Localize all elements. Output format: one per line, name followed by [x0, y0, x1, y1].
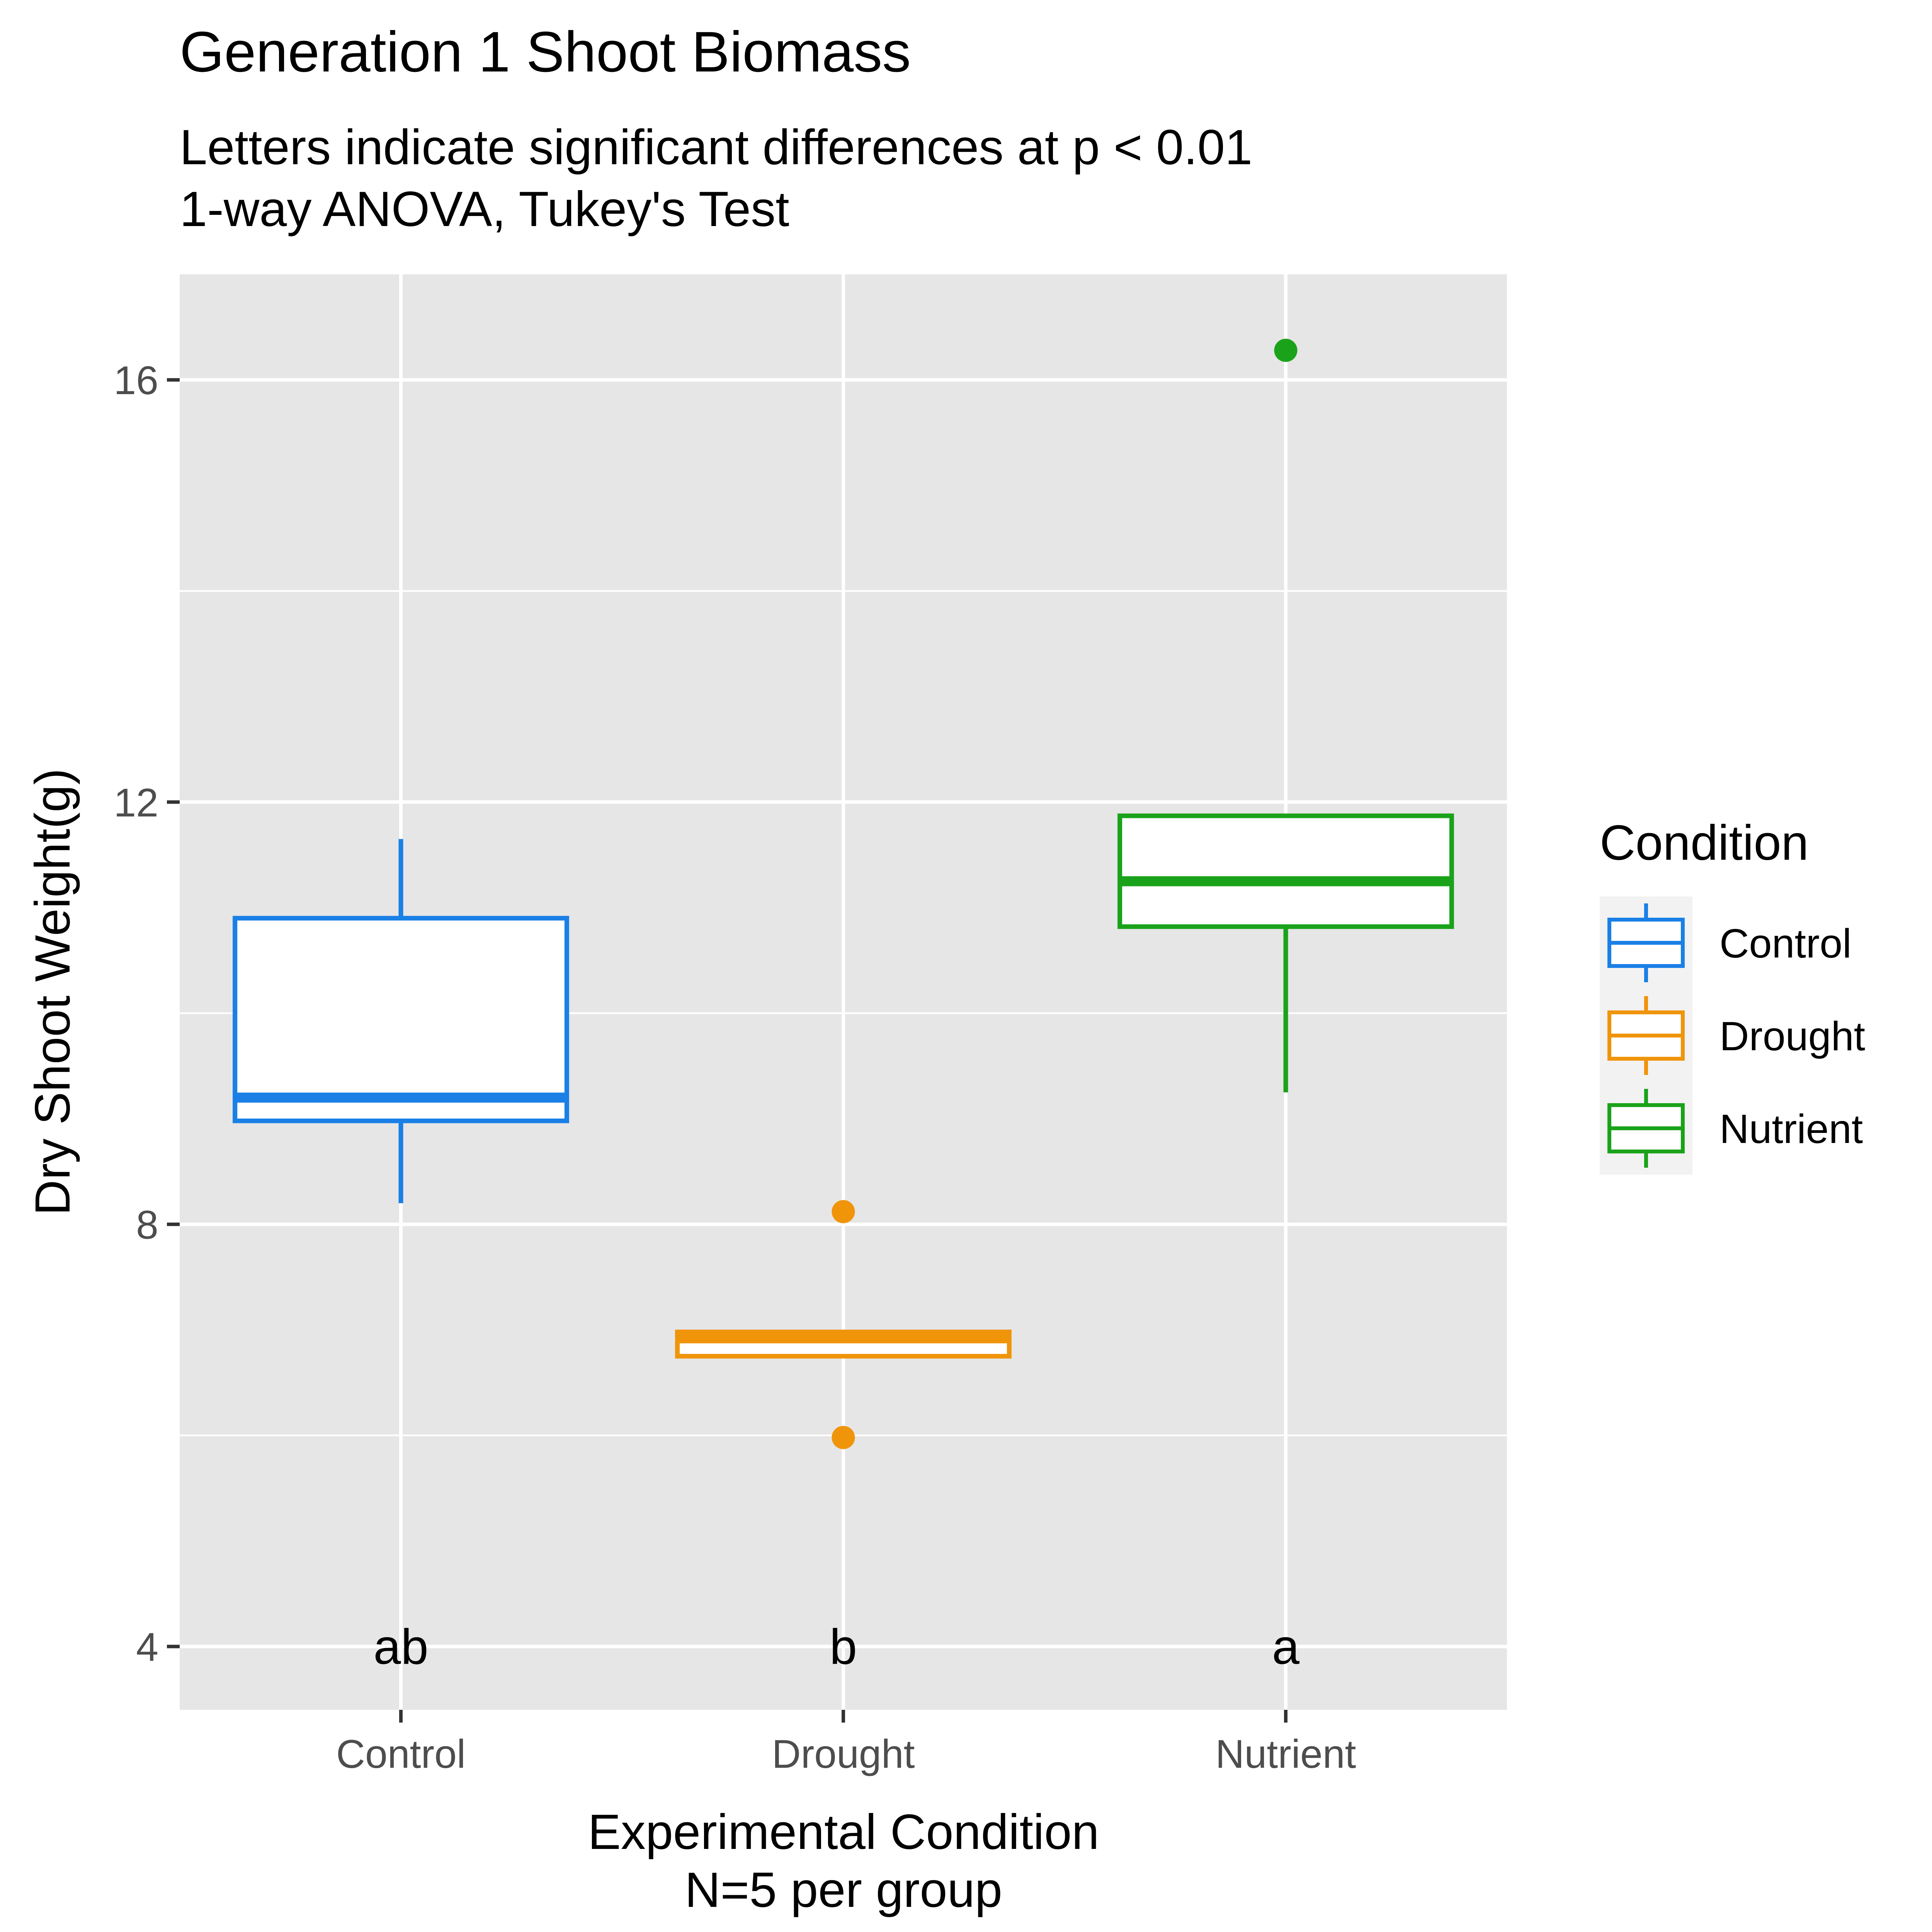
legend-entry-control: Control — [1607, 903, 1852, 982]
x-axis-title-line-2: N=5 per group — [685, 1862, 1002, 1918]
outlier-point — [832, 1426, 855, 1449]
box-iqr — [233, 916, 569, 1123]
box-drought — [675, 1200, 1012, 1449]
legend-title: Condition — [1600, 815, 1809, 871]
y-tick-label: 16 — [114, 358, 158, 403]
outlier-point — [832, 1200, 855, 1223]
legend-entries: Control Drought Nutrient — [1607, 903, 1865, 1168]
y-tick-label: 12 — [114, 781, 158, 825]
legend-label: Control — [1719, 921, 1852, 966]
legend: Condition Control Drought Nutrient — [1600, 815, 1865, 1175]
x-tick-label: Drought — [772, 1732, 915, 1777]
significance-letters: ab b a — [373, 1619, 1300, 1675]
y-tick-label: 4 — [136, 1625, 158, 1670]
box-control — [233, 839, 569, 1203]
box-nutrient — [1117, 338, 1454, 1093]
box-series — [233, 338, 1454, 1449]
significance-letter: ab — [373, 1619, 428, 1675]
x-tick-label: Control — [336, 1732, 466, 1777]
x-axis-title-line-1: Experimental Condition — [588, 1804, 1099, 1860]
y-axis-title: Dry Shoot Weight(g) — [25, 768, 80, 1215]
legend-label: Nutrient — [1719, 1106, 1863, 1152]
x-tick-label: Nutrient — [1215, 1732, 1356, 1777]
chart-title: Generation 1 Shoot Biomass — [180, 20, 911, 84]
y-tick-label: 8 — [136, 1202, 158, 1247]
legend-label: Drought — [1719, 1014, 1865, 1059]
box-iqr — [1117, 813, 1454, 929]
chart-subtitle-line-1: Letters indicate significant differences… — [180, 120, 1252, 175]
significance-letter: b — [830, 1619, 857, 1675]
y-axis: 4 8 12 16 — [114, 358, 180, 1670]
legend-entry-nutrient: Nutrient — [1607, 1089, 1863, 1168]
legend-entry-drought: Drought — [1607, 996, 1865, 1075]
outlier-point — [1274, 338, 1298, 362]
x-axis: Control Drought Nutrient — [336, 1710, 1356, 1777]
chart-subtitle-line-2: 1-way ANOVA, Tukey's Test — [180, 182, 789, 237]
significance-letter: a — [1272, 1619, 1300, 1675]
